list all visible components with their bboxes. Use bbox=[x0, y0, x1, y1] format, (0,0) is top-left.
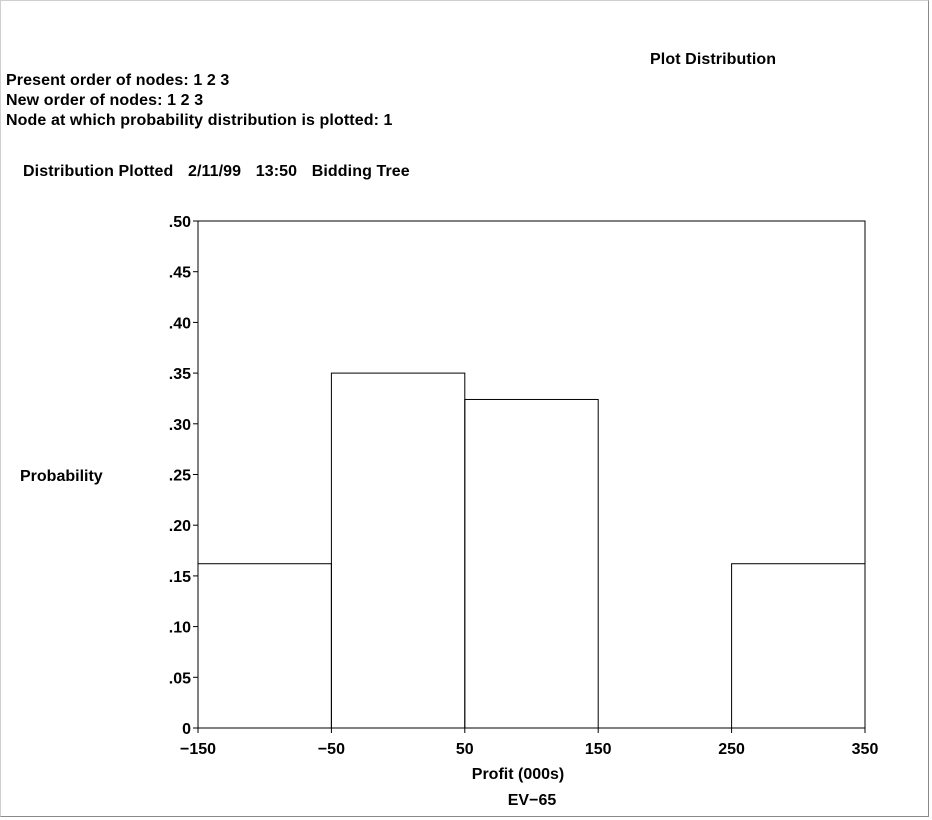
x-tick-label: −150 bbox=[180, 741, 216, 758]
histogram-bar bbox=[731, 563, 866, 729]
histogram-bar bbox=[464, 398, 599, 729]
y-tick-label: .35 bbox=[169, 366, 191, 383]
y-tick-label: .30 bbox=[169, 417, 191, 434]
node-plotted-line: Node at which probability distribution i… bbox=[6, 112, 393, 129]
y-tick-label: .45 bbox=[169, 265, 191, 282]
y-tick-label: .40 bbox=[169, 315, 191, 332]
histogram-bar bbox=[197, 563, 332, 729]
distribution-info-line: Distribution Plotted 2/11/99 13:50 Biddi… bbox=[23, 162, 420, 182]
distribution-tree-name: Bidding Tree bbox=[311, 163, 410, 180]
y-tick-label: .50 bbox=[169, 214, 191, 231]
histogram-bar bbox=[330, 372, 466, 729]
distribution-label: Distribution Plotted bbox=[23, 163, 174, 180]
plot-area-border bbox=[197, 220, 866, 729]
x-tick-label: 350 bbox=[852, 741, 879, 758]
y-tick-label: .25 bbox=[169, 468, 191, 485]
y-tick-label: .20 bbox=[169, 518, 191, 535]
y-tick-label: 0 bbox=[182, 721, 191, 738]
y-tick-label: .05 bbox=[169, 670, 191, 687]
x-tick-label: 250 bbox=[718, 741, 745, 758]
plot-title: Plot Distribution bbox=[650, 51, 777, 68]
y-tick-label: .15 bbox=[169, 569, 191, 586]
x-tick-label: 50 bbox=[456, 741, 474, 758]
expected-value-annotation: EV−65 bbox=[508, 792, 557, 809]
distribution-date: 2/11/99 bbox=[187, 163, 242, 180]
new-order-line: New order of nodes: 1 2 3 bbox=[6, 92, 204, 109]
x-axis-label: Profit (000s) bbox=[472, 766, 564, 783]
x-tick-label: −50 bbox=[318, 741, 345, 758]
distribution-time: 13:50 bbox=[255, 163, 298, 180]
present-order-line: Present order of nodes: 1 2 3 bbox=[6, 72, 230, 89]
x-tick-label: 150 bbox=[585, 741, 612, 758]
y-tick-label: .10 bbox=[169, 620, 191, 637]
y-axis-label: Probability bbox=[20, 468, 103, 485]
